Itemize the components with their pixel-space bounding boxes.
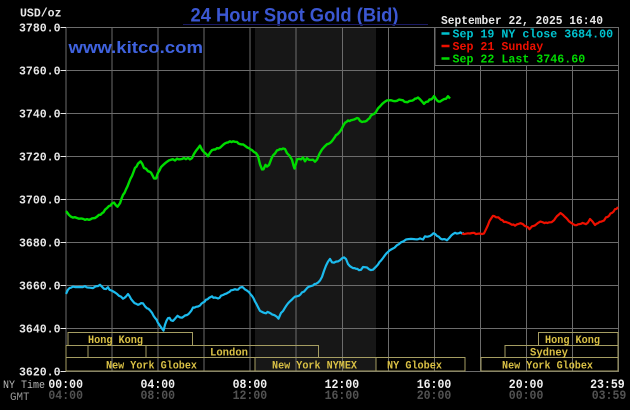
- svg-text:3740.0: 3740.0: [19, 108, 61, 122]
- svg-text:September 22, 2025 16:40: September 22, 2025 16:40: [441, 14, 603, 28]
- svg-text:3620.0: 3620.0: [19, 366, 61, 380]
- svg-text:Sydney: Sydney: [530, 348, 568, 360]
- svg-text:Sep 19 NY close 3684.00: Sep 19 NY close 3684.00: [453, 27, 614, 41]
- svg-text:12:00: 12:00: [233, 388, 268, 403]
- svg-text:New York Globex: New York Globex: [502, 360, 593, 372]
- svg-text:08:00: 08:00: [141, 388, 176, 403]
- svg-text:3720.0: 3720.0: [19, 151, 61, 165]
- svg-text:12:00: 12:00: [325, 377, 360, 392]
- svg-text:Hong Kong: Hong Kong: [545, 335, 600, 347]
- svg-text:NY Globex: NY Globex: [387, 360, 442, 372]
- svg-text:www.kitco.com: www.kitco.com: [67, 39, 203, 57]
- svg-text:Sep 21 Sunday: Sep 21 Sunday: [453, 40, 544, 54]
- svg-text:16:00: 16:00: [417, 377, 452, 392]
- svg-text:3760.0: 3760.0: [19, 65, 61, 79]
- svg-text:3640.0: 3640.0: [19, 323, 61, 337]
- svg-text:16:00: 16:00: [325, 388, 360, 403]
- svg-text:3700.0: 3700.0: [19, 194, 61, 208]
- svg-text:New York NYMEX: New York NYMEX: [272, 360, 357, 372]
- svg-text:03:59: 03:59: [592, 388, 627, 403]
- svg-text:00:00: 00:00: [509, 388, 544, 403]
- svg-text:3660.0: 3660.0: [19, 280, 61, 294]
- svg-text:08:00: 08:00: [233, 377, 268, 392]
- svg-text:04:00: 04:00: [141, 377, 176, 392]
- svg-text:04:00: 04:00: [48, 388, 83, 403]
- svg-text:24 Hour Spot Gold (Bid): 24 Hour Spot Gold (Bid): [191, 5, 399, 27]
- svg-text:London: London: [210, 348, 248, 360]
- svg-text:Sep 22 Last 3746.60: Sep 22 Last 3746.60: [453, 52, 586, 66]
- svg-text:20:00: 20:00: [417, 388, 452, 403]
- svg-text:GMT: GMT: [10, 392, 30, 404]
- svg-text:3680.0: 3680.0: [19, 237, 61, 251]
- svg-text:USD/oz: USD/oz: [20, 7, 62, 21]
- svg-text:Hong Kong: Hong Kong: [88, 335, 143, 347]
- svg-text:NY Time: NY Time: [3, 380, 45, 392]
- svg-text:23:59: 23:59: [590, 377, 625, 392]
- svg-text:00:00: 00:00: [48, 377, 83, 392]
- svg-text:20:00: 20:00: [509, 377, 544, 392]
- svg-text:New York Globex: New York Globex: [106, 360, 197, 372]
- svg-text:3780.0: 3780.0: [19, 22, 61, 36]
